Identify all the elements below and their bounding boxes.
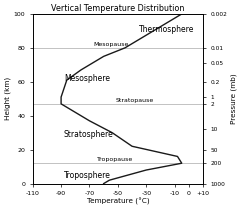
- Y-axis label: Height (km): Height (km): [4, 77, 11, 120]
- Text: Mesopause: Mesopause: [93, 42, 128, 47]
- Text: Thermosphere: Thermosphere: [139, 25, 194, 34]
- Text: Troposphere: Troposphere: [64, 171, 111, 180]
- X-axis label: Temperature (°C): Temperature (°C): [87, 198, 149, 205]
- Text: Stratopause: Stratopause: [116, 98, 154, 103]
- Text: Stratosphere: Stratosphere: [64, 130, 114, 139]
- Text: Tropopause: Tropopause: [97, 157, 133, 162]
- Title: Vertical Temperature Distribution: Vertical Temperature Distribution: [51, 4, 185, 13]
- Y-axis label: Pressure (mb): Pressure (mb): [230, 73, 237, 124]
- Text: Mesosphere: Mesosphere: [64, 74, 110, 83]
